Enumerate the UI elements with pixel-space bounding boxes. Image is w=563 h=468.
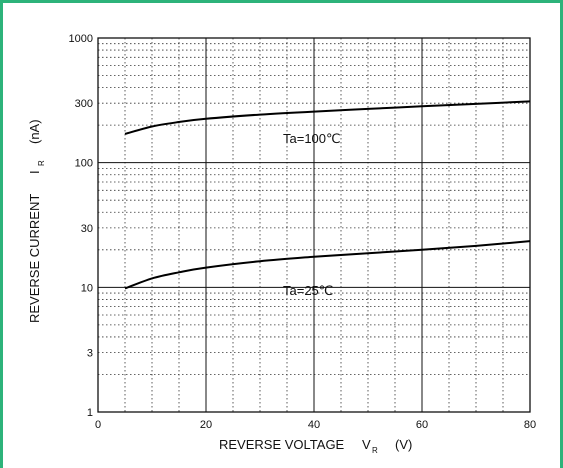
- y-tick-labels: 1 3 10 30 100 300 1000: [69, 33, 93, 419]
- y-axis-subscript: R: [37, 160, 46, 166]
- y-tick-label: 10: [81, 282, 93, 294]
- x-tick-label: 20: [200, 419, 212, 431]
- x-axis-title: REVERSE VOLTAGE V R (V): [219, 437, 412, 455]
- major-grid: [98, 38, 530, 412]
- series-line-1: [124, 240, 531, 290]
- y-tick-label: 100: [75, 158, 93, 170]
- x-tick-labels: 0 20 40 60 80: [95, 419, 536, 431]
- y-tick-label: 30: [81, 223, 93, 235]
- y-tick-label: 1: [87, 407, 93, 419]
- x-tick-label: 0: [95, 419, 101, 431]
- x-tick-label: 80: [524, 419, 536, 431]
- y-tick-label: 3: [87, 348, 93, 360]
- y-axis-symbol: I: [27, 170, 42, 174]
- series-layer: [124, 100, 531, 290]
- series-label-25: Ta=25℃: [283, 283, 333, 298]
- y-tick-label: 300: [75, 98, 93, 110]
- series-label-100: Ta=100℃: [283, 131, 341, 146]
- series-line-0: [124, 100, 531, 135]
- x-axis-symbol: V: [362, 437, 371, 452]
- x-axis-label: REVERSE VOLTAGE: [219, 437, 345, 452]
- y-axis-unit: (nA): [27, 119, 42, 144]
- plot-border: [97, 37, 531, 413]
- x-axis-subscript: R: [372, 446, 378, 455]
- y-axis-title: REVERSE CURRENT I R (nA): [27, 119, 46, 323]
- x-tick-label: 40: [308, 419, 320, 431]
- x-tick-label: 60: [416, 419, 428, 431]
- y-tick-label: 1000: [69, 33, 93, 45]
- y-axis-label: REVERSE CURRENT: [27, 194, 42, 323]
- x-axis-unit: (V): [395, 437, 412, 452]
